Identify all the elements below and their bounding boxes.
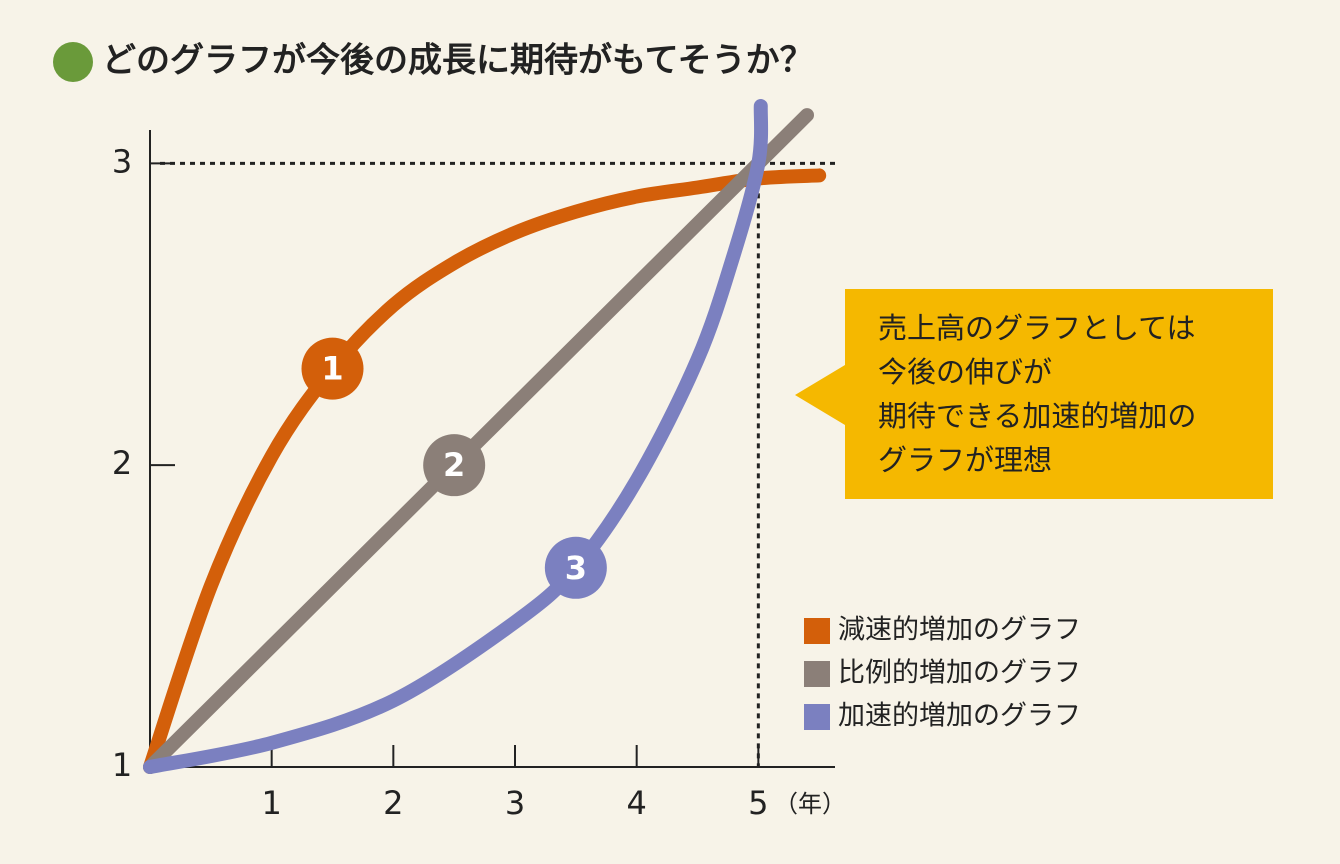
title-bullet [53,42,93,82]
marker-label: 1 [321,350,343,388]
legend-label: 加速的増加のグラフ [838,701,1081,732]
x-tick-label: 1 [261,784,281,822]
series-marker [544,536,607,599]
series-line [143,108,815,774]
marker-label: 2 [443,446,465,484]
x-tick-label: 4 [626,784,646,822]
x-tick-label: 5 [748,784,768,822]
series-line [143,168,827,774]
x-tick-label: 3 [505,784,525,822]
y-tick-label: 1 [112,746,132,784]
legend-label: 比例的増加のグラフ [838,658,1081,689]
marker-label: 3 [565,549,587,587]
y-tick-label: 2 [112,444,132,482]
legend-swatch [804,704,830,730]
x-unit: （年） [774,790,846,818]
series-marker [423,434,486,497]
legend-swatch [804,618,830,644]
y-tick-label: 3 [112,142,132,180]
callout-text: 期待できる加速的増加の [878,399,1196,433]
x-tick-label: 2 [383,784,403,822]
callout-text: 今後の伸びが [878,355,1052,389]
series-marker [301,337,364,400]
callout-box [845,289,1273,499]
callout-text: 売上高のグラフとしては [878,311,1196,345]
chart-title: どのグラフが今後の成長に期待がもてそうか？ [102,41,814,81]
legend-swatch [804,661,830,687]
callout-pointer [795,365,845,425]
legend-label: 減速的増加のグラフ [838,615,1081,646]
callout-text: グラフが理想 [878,443,1052,477]
